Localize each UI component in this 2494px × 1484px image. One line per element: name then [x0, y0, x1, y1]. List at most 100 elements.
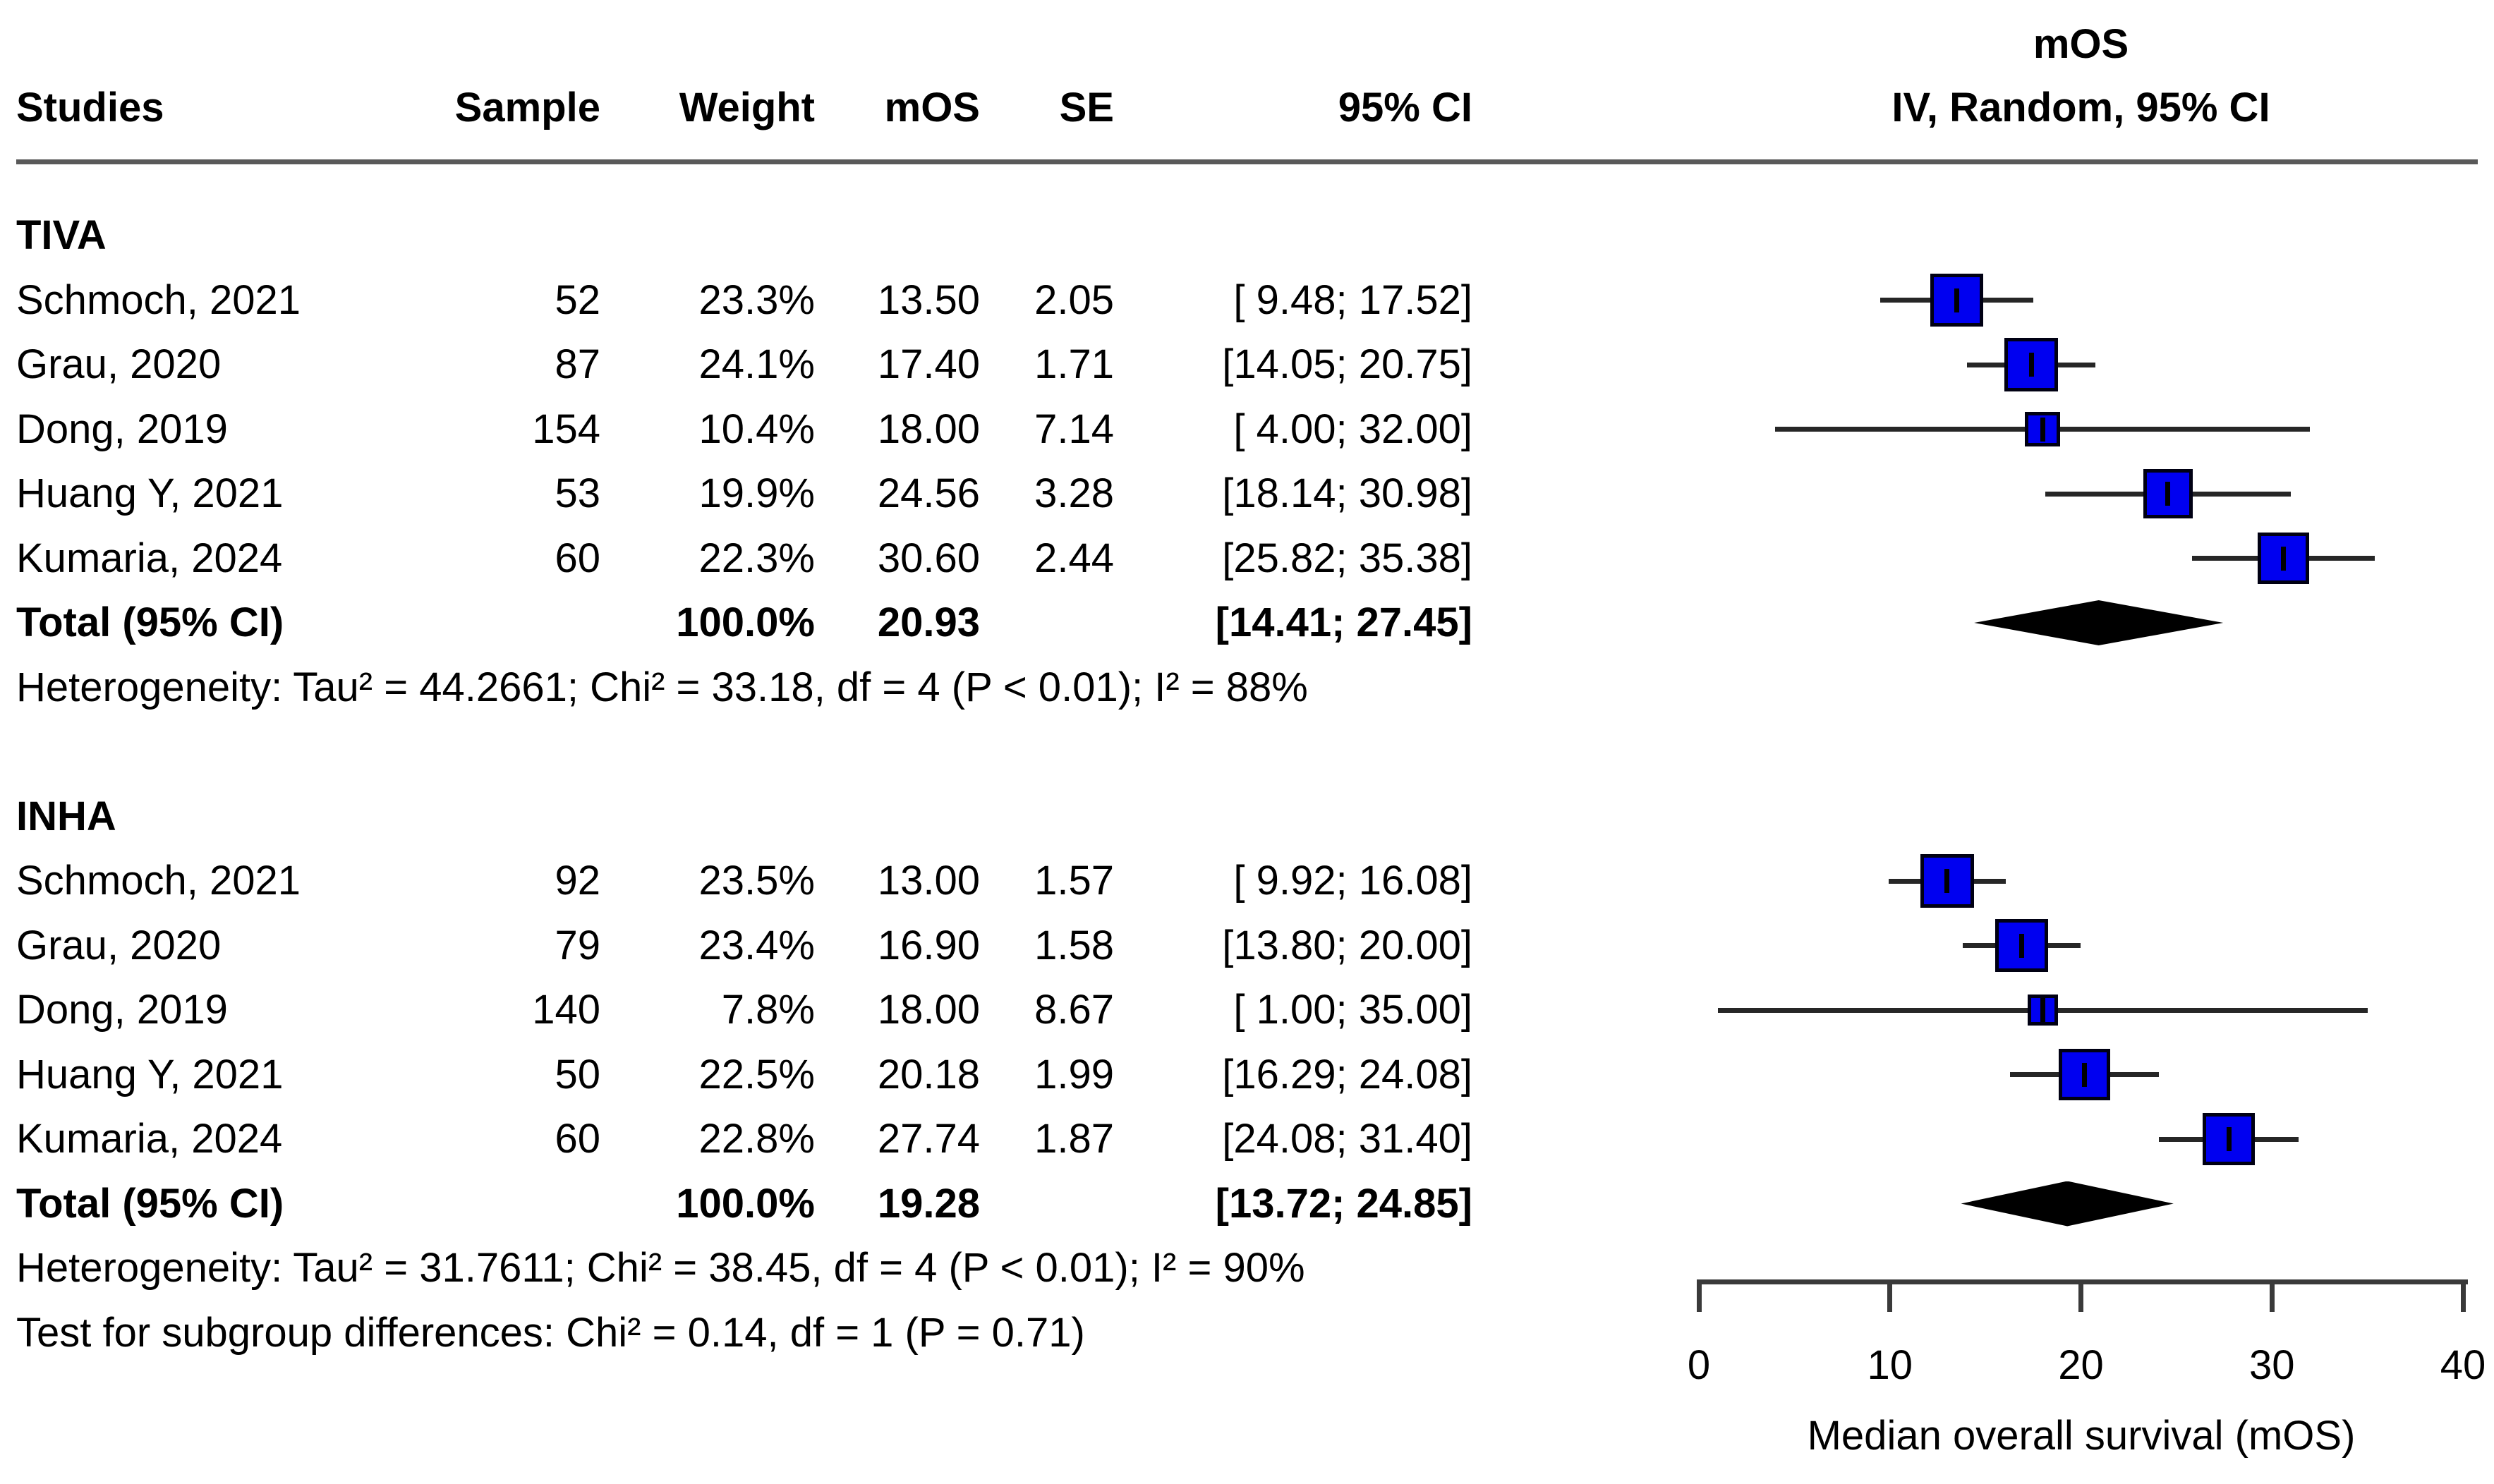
mos-value: 27.74 [877, 1116, 980, 1162]
total-row: Total (95% CI) 100.0% 20.93 [14.41; 27.4… [0, 590, 1693, 655]
weight-value: 7.8% [721, 987, 815, 1033]
ci-value: [ 4.00; 32.00] [1233, 406, 1472, 452]
column-header-ci: 95% CI [1338, 85, 1472, 130]
weight-value: 19.9% [698, 470, 815, 516]
mos-value: 20.93 [877, 600, 980, 645]
subgroup-header-row: INHA [0, 784, 1693, 849]
subgroup-header-row: TIVA [0, 203, 1693, 268]
ci-value: [ 9.48; 17.52] [1233, 277, 1472, 323]
weight-value: 23.5% [698, 858, 815, 904]
heterogeneity-text: Heterogeneity: Tau² = 31.7611; Chi² = 38… [16, 1245, 1305, 1291]
mos-value: 19.28 [877, 1181, 980, 1227]
header-divider [16, 159, 2478, 164]
heterogeneity-note: Heterogeneity: Tau² = 44.2661; Chi² = 33… [0, 655, 1693, 720]
ci-value: [13.80; 20.00] [1222, 923, 1472, 968]
sample-value: 60 [555, 1116, 600, 1162]
summary-diamond [1974, 600, 2224, 645]
axis-tick-label: 20 [2058, 1342, 2104, 1388]
summary-diamond [1961, 1181, 2174, 1227]
weight-value: 24.1% [698, 341, 815, 387]
ci-value: [18.14; 30.98] [1222, 470, 1472, 516]
mos-value: 18.00 [877, 987, 980, 1033]
effect-tick [2226, 1127, 2232, 1151]
effect-tick [2280, 546, 2286, 571]
subgroup-name: INHA [16, 793, 116, 839]
effect-box [2058, 1048, 2111, 1101]
sample-value: 52 [555, 277, 600, 323]
study-row: Dong, 2019 140 7.8% 18.00 8.67 [ 1.00; 3… [0, 978, 1693, 1042]
mos-value: 20.18 [877, 1052, 980, 1097]
ci-value: [14.05; 20.75] [1222, 341, 1472, 387]
study-row: Schmoch, 2021 52 23.3% 13.50 2.05 [ 9.48… [0, 268, 1693, 333]
total-label: Total (95% CI) [16, 600, 284, 645]
mos-value: 17.40 [877, 341, 980, 387]
study-label: Schmoch, 2021 [16, 858, 301, 904]
effect-tick [2165, 482, 2171, 506]
ci-value: [16.29; 24.08] [1222, 1052, 1472, 1097]
ci-value: [ 1.00; 35.00] [1233, 987, 1472, 1033]
study-label: Kumaria, 2024 [16, 535, 283, 581]
column-header-mos: mOS [884, 85, 980, 130]
axis-line [1699, 1279, 2468, 1284]
study-label: Grau, 2020 [16, 923, 222, 968]
se-value: 1.87 [1034, 1116, 1114, 1162]
heterogeneity-note: Heterogeneity: Tau² = 31.7611; Chi² = 38… [0, 1236, 1693, 1301]
subgroup-test-text: Test for subgroup differences: Chi² = 0.… [16, 1310, 1085, 1356]
effect-tick [2040, 998, 2045, 1022]
weight-value: 10.4% [698, 406, 815, 452]
ci-value: [24.08; 31.40] [1222, 1116, 1472, 1162]
se-value: 2.44 [1034, 535, 1114, 581]
sample-value: 79 [555, 923, 600, 968]
study-label: Dong, 2019 [16, 406, 228, 452]
weight-value: 23.3% [698, 277, 815, 323]
se-value: 2.05 [1034, 277, 1114, 323]
study-row: Grau, 2020 79 23.4% 16.90 1.58 [13.80; 2… [0, 913, 1693, 978]
axis-tick [2460, 1279, 2466, 1312]
se-value: 3.28 [1034, 470, 1114, 516]
ci-value: [13.72; 24.85] [1215, 1181, 1472, 1227]
study-label: Kumaria, 2024 [16, 1116, 283, 1162]
effect-header-line1: mOS [2033, 21, 2129, 67]
table-header-row: Studies Sample Weight mOS SE 95% CI [0, 75, 1693, 140]
effect-tick [2081, 1062, 2087, 1087]
effect-header-line2: IV, Random, 95% CI [1891, 85, 2270, 130]
mos-value: 16.90 [877, 923, 980, 968]
mos-value: 18.00 [877, 406, 980, 452]
effect-tick [2019, 933, 2025, 958]
sample-value: 92 [555, 858, 600, 904]
mos-value: 24.56 [877, 470, 980, 516]
se-value: 1.71 [1034, 341, 1114, 387]
effect-tick [2040, 417, 2045, 442]
effect-tick [1944, 869, 1950, 893]
weight-value: 100.0% [676, 1181, 815, 1227]
study-label: Schmoch, 2021 [16, 277, 301, 323]
column-header-studies: Studies [16, 85, 164, 130]
sample-value: 60 [555, 535, 600, 581]
weight-value: 100.0% [676, 600, 815, 645]
se-value: 1.99 [1034, 1052, 1114, 1097]
axis-tick [2078, 1279, 2083, 1312]
study-label: Grau, 2020 [16, 341, 222, 387]
mos-value: 13.00 [877, 858, 980, 904]
study-row: Dong, 2019 154 10.4% 18.00 7.14 [ 4.00; … [0, 397, 1693, 462]
study-row: Huang Y, 2021 50 22.5% 20.18 1.99 [16.29… [0, 1042, 1693, 1107]
sample-value: 154 [532, 406, 600, 452]
column-header-weight: Weight [679, 85, 815, 130]
study-row: Huang Y, 2021 53 19.9% 24.56 3.28 [18.14… [0, 461, 1693, 526]
total-label: Total (95% CI) [16, 1181, 284, 1227]
study-label: Huang Y, 2021 [16, 470, 284, 516]
axis-tick-label: 40 [2440, 1342, 2486, 1388]
ci-value: [14.41; 27.45] [1215, 600, 1472, 645]
sample-value: 87 [555, 341, 600, 387]
sample-value: 53 [555, 470, 600, 516]
axis-tick-label: 30 [2248, 1342, 2295, 1388]
total-row: Total (95% CI) 100.0% 19.28 [13.72; 24.8… [0, 1172, 1693, 1236]
weight-value: 22.8% [698, 1116, 815, 1162]
effect-tick [1954, 288, 1959, 312]
study-row: Grau, 2020 87 24.1% 17.40 1.71 [14.05; 2… [0, 332, 1693, 397]
se-value: 8.67 [1034, 987, 1114, 1033]
ci-value: [ 9.92; 16.08] [1233, 858, 1472, 904]
effect-tick [2028, 353, 2034, 377]
